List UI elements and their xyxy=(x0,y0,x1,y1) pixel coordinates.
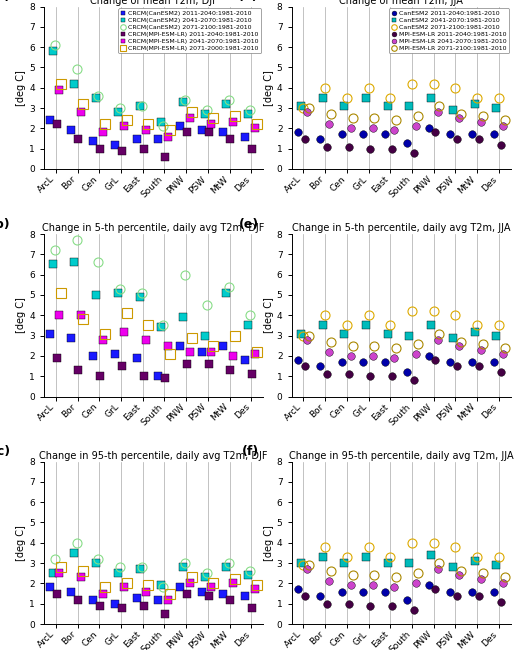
Y-axis label: [deg C]: [deg C] xyxy=(264,70,274,106)
Legend: CRCM(CanESM2) 2011-2040:1981-2010, CRCM(CanESM2) 2041-2070:1981-2010, CRCM(CanES: CRCM(CanESM2) 2011-2040:1981-2010, CRCM(… xyxy=(118,8,261,53)
Title: Change in 95-th percentile, daily avg T2m, JJA: Change in 95-th percentile, daily avg T2… xyxy=(289,450,513,461)
Title: Change in 5-th percentile, daily avg T2m, DJF: Change in 5-th percentile, daily avg T2m… xyxy=(42,223,265,233)
Text: (f): (f) xyxy=(241,445,259,458)
Title: Change of mean T2m, DJF: Change of mean T2m, DJF xyxy=(90,0,217,6)
Text: (e): (e) xyxy=(238,218,259,231)
Title: Change of mean T2m, JJA: Change of mean T2m, JJA xyxy=(339,0,463,6)
Y-axis label: [deg C]: [deg C] xyxy=(17,70,26,106)
Legend: CanESM2 2011-2040:1981-2010, CanESM2 2041-2070:1981-2010, CanESM2 2071-2100:1981: CanESM2 2011-2040:1981-2010, CanESM2 204… xyxy=(389,8,509,53)
Title: Change in 95-th percentile, daily avg T2m, DJF: Change in 95-th percentile, daily avg T2… xyxy=(39,450,268,461)
Text: (c): (c) xyxy=(0,445,11,458)
Y-axis label: [deg C]: [deg C] xyxy=(264,297,274,333)
Title: Change in 5-th percentile, daily avg T2m, JJA: Change in 5-th percentile, daily avg T2m… xyxy=(292,223,510,233)
Y-axis label: [deg C]: [deg C] xyxy=(17,297,26,333)
Text: (d): (d) xyxy=(238,0,259,3)
Y-axis label: [deg C]: [deg C] xyxy=(17,525,26,561)
Text: (a): (a) xyxy=(0,0,11,3)
Y-axis label: [deg C]: [deg C] xyxy=(264,525,274,561)
Text: (b): (b) xyxy=(0,218,11,231)
